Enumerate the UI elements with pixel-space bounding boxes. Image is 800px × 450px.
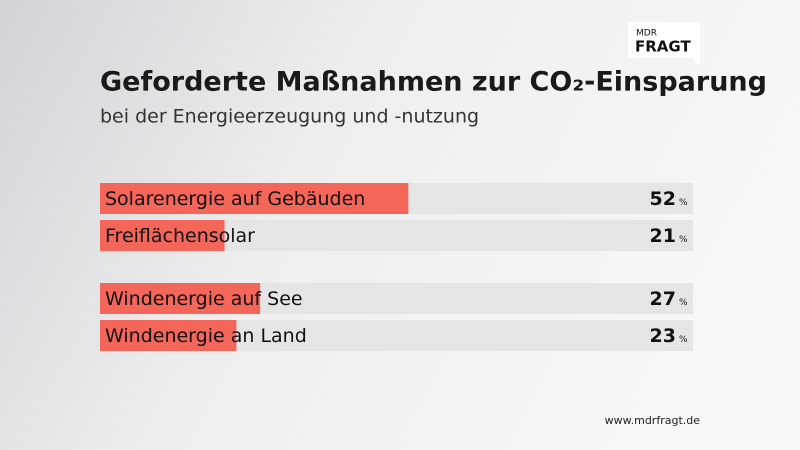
category-label: Solarenergie auf Gebäuden: [105, 188, 365, 210]
value-label: 23: [650, 325, 676, 347]
category-label: Freiflächensolar: [105, 225, 255, 247]
logo: MDR FRAGT: [628, 22, 700, 66]
value-unit: %: [679, 198, 688, 208]
footer: www.mdrfragt.de: [605, 414, 701, 427]
value-label: 52: [650, 188, 676, 210]
value-unit: %: [679, 235, 688, 245]
value-label: 27: [650, 288, 676, 310]
chart-title: Geforderte Maßnahmen zur CO₂-Einsparung: [100, 67, 767, 98]
logo-line1: MDR: [636, 29, 657, 39]
logo-line2: FRAGT: [635, 38, 691, 56]
value-unit: %: [679, 335, 688, 345]
value-label: 21: [650, 225, 676, 247]
chart-subtitle: bei der Energieerzeugung und -nutzung: [100, 106, 479, 128]
logo-box: [628, 22, 700, 66]
bar: [100, 320, 237, 351]
bar: [100, 220, 225, 251]
bar: [100, 283, 261, 314]
category-label: Windenergie an Land: [105, 325, 307, 347]
bar: [100, 183, 409, 214]
category-label: Windenergie auf See: [105, 288, 303, 310]
value-unit: %: [679, 298, 688, 308]
